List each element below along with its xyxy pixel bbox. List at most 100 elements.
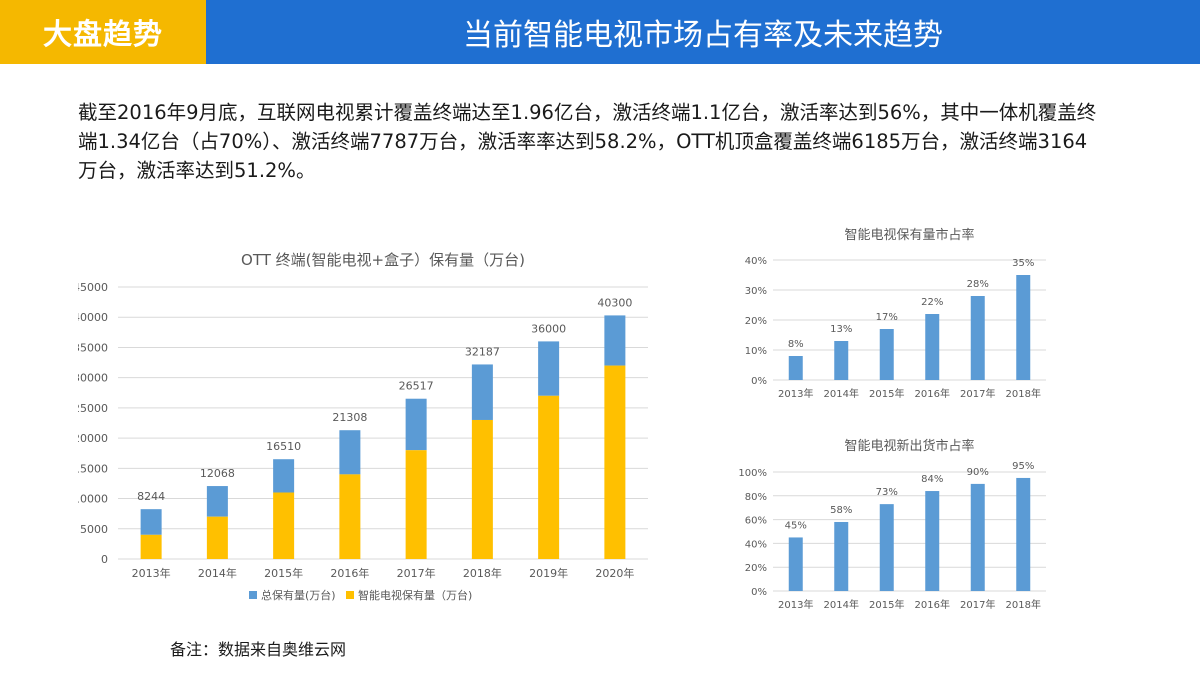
- bar-smart-tv: [273, 492, 295, 559]
- legend-swatch-total: [249, 591, 257, 599]
- bar: [834, 341, 849, 380]
- y-tick-label: 0: [101, 553, 108, 566]
- bar: [925, 314, 940, 380]
- data-label: 8%: [788, 339, 804, 350]
- bar-smart-tv: [405, 450, 427, 559]
- y-tick-label: 20000: [78, 432, 108, 445]
- y-tick-label: 40%: [745, 256, 767, 267]
- bar: [788, 537, 803, 591]
- x-tick-label: 2020年: [595, 566, 634, 580]
- x-tick-label: 2013年: [778, 387, 813, 400]
- y-tick-label: 30000: [78, 372, 108, 385]
- x-tick-label: 2018年: [1006, 387, 1041, 400]
- bar-total: [604, 315, 626, 366]
- y-tick-label: 60%: [745, 516, 767, 527]
- x-tick-label: 2016年: [915, 387, 950, 400]
- x-tick-label: 2017年: [960, 387, 995, 400]
- x-tick-label: 2013年: [132, 566, 171, 580]
- x-tick-label: 2018年: [463, 566, 502, 580]
- legend-swatch-smart-tv: [346, 591, 354, 599]
- x-tick-label: 2013年: [778, 598, 813, 611]
- x-tick-label: 2016年: [330, 566, 369, 580]
- smart-tv-shipment-share-chart: 智能电视新出货市占率 0% 20% 40% 60% 80% 100% 45% 2013年 58% 2…: [738, 438, 1046, 611]
- bar-smart-tv: [604, 365, 626, 559]
- data-label: 35%: [1012, 258, 1034, 269]
- y-tick-label: 0%: [751, 376, 767, 387]
- bar: [788, 356, 803, 380]
- bar-total: [273, 459, 295, 493]
- data-label: 16510: [266, 440, 301, 453]
- data-label: 22%: [921, 297, 943, 308]
- bar: [970, 483, 985, 591]
- data-label: 32187: [465, 345, 500, 358]
- x-tick-label: 2015年: [869, 387, 904, 400]
- y-tick-label: 20%: [745, 316, 767, 327]
- bar-smart-tv: [339, 474, 361, 559]
- y-tick-label: 10000: [78, 493, 108, 506]
- data-label: 84%: [921, 474, 943, 485]
- bar: [970, 296, 985, 380]
- legend-label-smart-tv: 智能电视保有量（万台): [358, 588, 472, 602]
- smart-tv-ownership-share-chart: 智能电视保有量市占率 0% 10% 20% 30% 40% 8% 2013年 13% 2014年 1…: [745, 227, 1046, 400]
- bar-total: [206, 486, 228, 517]
- bar: [834, 521, 849, 591]
- y-tick-label: 80%: [745, 492, 767, 503]
- chart-title: 智能电视保有量市占率: [844, 227, 974, 243]
- bar: [1016, 477, 1031, 591]
- intro-paragraph: 截至2016年9月底，互联网电视累计覆盖终端达至1.96亿台，激活终端1.1亿台…: [78, 101, 1097, 182]
- section-badge: 大盘趋势: [0, 0, 206, 64]
- y-tick-label: 45000: [78, 281, 108, 294]
- data-label: 40300: [597, 296, 632, 309]
- x-tick-label: 2015年: [264, 566, 303, 580]
- x-tick-label: 2019年: [529, 566, 568, 580]
- bar: [879, 329, 894, 380]
- ott-stacked-bar-chart: OTT 终端(智能电视+盒子）保有量（万台) 0 5000 10000 15000 200…: [78, 251, 648, 602]
- y-tick-label: 30%: [745, 286, 767, 297]
- page-title: 当前智能电视市场占有率及未来趋势: [206, 0, 1200, 64]
- y-tick-label: 5000: [80, 523, 108, 536]
- data-label: 17%: [876, 312, 898, 323]
- bar-smart-tv: [140, 534, 162, 559]
- bar: [1016, 275, 1031, 380]
- y-tick-label: 40000: [78, 311, 108, 324]
- data-label: 12068: [200, 467, 235, 480]
- data-label: 45%: [785, 520, 807, 531]
- bar-smart-tv: [538, 395, 560, 559]
- y-tick-label: 10%: [745, 346, 767, 357]
- y-tick-label: 0%: [751, 587, 767, 598]
- bar-total: [538, 341, 560, 396]
- data-label: 21308: [332, 411, 367, 424]
- x-tick-label: 2014年: [198, 566, 237, 580]
- data-label: 26517: [399, 380, 434, 393]
- bar-total: [339, 430, 361, 475]
- bar-smart-tv: [471, 419, 493, 559]
- data-label: 8244: [137, 490, 165, 503]
- x-tick-label: 2016年: [915, 598, 950, 611]
- x-tick-label: 2018年: [1006, 598, 1041, 611]
- chart-title: 智能电视新出货市占率: [844, 438, 974, 454]
- data-label: 90%: [967, 467, 989, 478]
- y-tick-label: 100%: [738, 468, 767, 479]
- legend-label-total: 总保有量(万台): [261, 588, 336, 602]
- bar-total: [471, 364, 493, 420]
- header-bar: 大盘趋势 当前智能电视市场占有率及未来趋势: [0, 0, 1200, 64]
- data-label: 13%: [830, 324, 852, 335]
- y-tick-label: 20%: [745, 563, 767, 574]
- y-tick-label: 40%: [745, 539, 767, 550]
- x-tick-label: 2017年: [960, 598, 995, 611]
- bar-smart-tv: [206, 516, 228, 559]
- x-tick-label: 2015年: [869, 598, 904, 611]
- x-tick-label: 2014年: [824, 387, 859, 400]
- bar-total: [140, 509, 162, 535]
- footnote: 备注：数据来自奥维云网: [170, 640, 347, 659]
- data-label: 73%: [876, 487, 898, 498]
- y-tick-label: 15000: [78, 462, 108, 475]
- data-label: 58%: [830, 505, 852, 516]
- chart-title: OTT 终端(智能电视+盒子）保有量（万台): [241, 251, 525, 269]
- bar: [925, 491, 940, 591]
- x-tick-label: 2014年: [824, 598, 859, 611]
- data-label: 95%: [1012, 461, 1034, 472]
- x-tick-label: 2017年: [397, 566, 436, 580]
- bar: [879, 504, 894, 591]
- data-label: 36000: [531, 322, 566, 335]
